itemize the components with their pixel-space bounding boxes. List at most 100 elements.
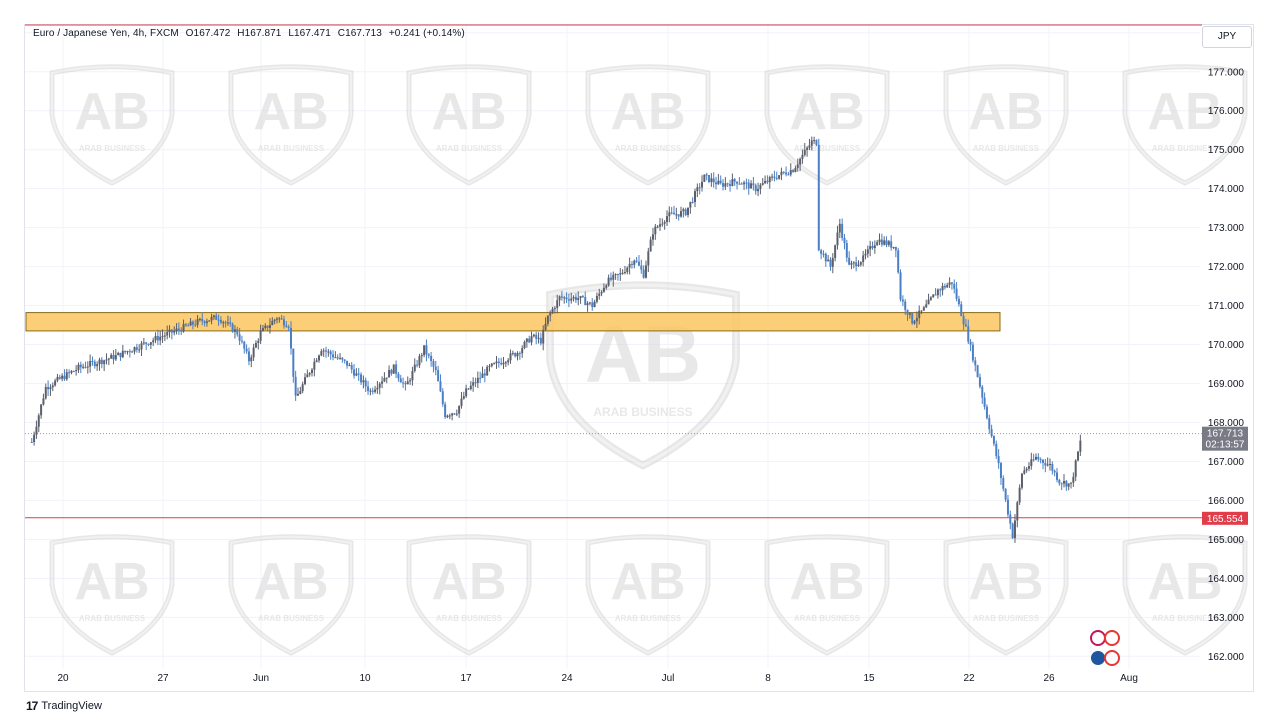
candle-body (187, 325, 190, 327)
candle (476, 371, 479, 389)
symbol-name[interactable]: Euro / Japanese Yen, 4h, FXCM (33, 28, 179, 39)
watermark-shield: AB ARAB BUSINESS (49, 64, 175, 186)
candle (719, 175, 722, 185)
time-axis[interactable]: 20 27 Jun 10 17 24 Jul 8 15 22 26 Aug (57, 673, 1137, 684)
candle (813, 136, 816, 145)
candle (883, 236, 886, 246)
candle-body (420, 355, 423, 357)
candle (86, 361, 89, 374)
candle (107, 357, 110, 366)
candle (675, 207, 678, 220)
candle (224, 320, 227, 328)
candle (654, 223, 657, 240)
candle-body (876, 242, 879, 246)
candle (313, 358, 316, 377)
candle (184, 322, 187, 327)
candle-body (656, 226, 659, 228)
candle-body (1034, 456, 1037, 460)
candle (836, 225, 839, 250)
candle (96, 361, 99, 371)
candle (128, 349, 131, 358)
candle (399, 374, 402, 383)
candle-body (997, 456, 1000, 464)
candle (280, 314, 283, 320)
candle (173, 326, 176, 336)
candle-body (257, 340, 260, 343)
tradingview-logo[interactable]: 17 TradingView (26, 699, 102, 713)
candle (736, 181, 739, 190)
candle (397, 371, 400, 382)
candle-body (469, 385, 472, 390)
candle (626, 266, 629, 275)
candle-body (61, 375, 64, 379)
candle-body (782, 171, 785, 173)
candle (1027, 462, 1030, 472)
candle-body (607, 277, 610, 286)
candle (630, 260, 633, 269)
candle (722, 178, 725, 191)
target-icon (1104, 630, 1120, 646)
currency-button[interactable]: JPY (1202, 26, 1252, 48)
candle-body (348, 365, 351, 367)
candle-body (91, 360, 94, 362)
candle (775, 171, 778, 181)
candle (1023, 466, 1026, 475)
candle-body (219, 319, 222, 323)
price-tick-label: 167.000 (1208, 457, 1245, 468)
candle-body (642, 269, 645, 278)
close-value: C167.713 (337, 28, 382, 39)
candle-body (98, 359, 101, 365)
candle-body (467, 388, 470, 390)
candle (516, 351, 519, 361)
candle (616, 273, 619, 281)
countdown-label: 02:13:57 (1206, 440, 1245, 451)
candle (315, 357, 318, 363)
watermark-text: ARAB BUSINESS (79, 144, 146, 153)
candle-body (633, 260, 636, 265)
candle (995, 440, 998, 459)
candle-body (399, 378, 402, 383)
candle-body (831, 258, 834, 267)
candle-body (649, 239, 652, 252)
candle-body (810, 140, 813, 146)
candle (483, 369, 486, 383)
candle-body (378, 383, 381, 388)
candle (962, 313, 965, 331)
time-tick-label: Aug (1120, 673, 1138, 684)
candle-body (873, 245, 876, 249)
candle-body (549, 312, 552, 316)
candle-body (215, 315, 218, 320)
candle (182, 319, 185, 333)
candle (981, 384, 984, 404)
candle (642, 265, 645, 279)
record-icon (1104, 650, 1120, 666)
candle (406, 376, 409, 385)
shield-letters: AB (253, 83, 328, 141)
candle (343, 359, 346, 364)
candle (694, 188, 697, 208)
candle (957, 295, 960, 307)
shield-letters: AB (968, 553, 1043, 611)
candle (84, 361, 87, 369)
candle-body (488, 365, 491, 367)
candle-body (792, 169, 795, 172)
candle-body (217, 319, 220, 321)
candle (801, 149, 804, 164)
candle (701, 175, 704, 192)
candle-body (1009, 514, 1012, 524)
candle-body (985, 406, 988, 419)
candle (1002, 475, 1005, 492)
candle (282, 315, 285, 329)
candle (567, 293, 570, 308)
candle-body (694, 191, 697, 203)
candle-body (722, 183, 725, 187)
candle (105, 353, 108, 365)
candle-body (84, 366, 87, 368)
candle-body (427, 354, 430, 356)
candle (866, 245, 869, 258)
candle-body (967, 326, 970, 342)
candle-body (1025, 468, 1028, 471)
candle (231, 322, 234, 333)
candle-body (376, 387, 379, 390)
